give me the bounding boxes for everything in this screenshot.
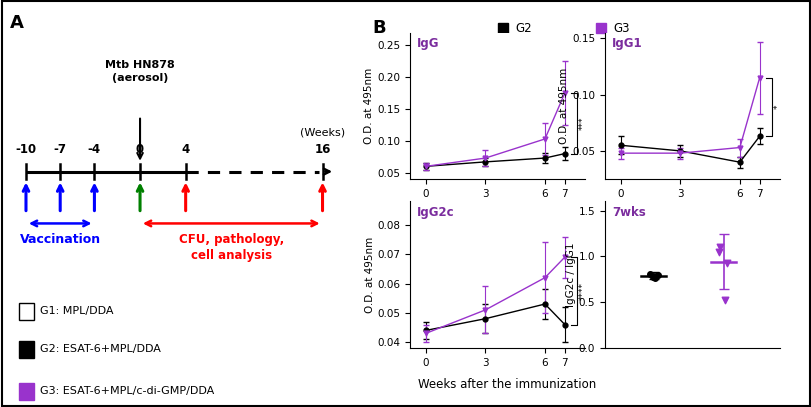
Text: IgG1: IgG1 bbox=[611, 37, 642, 50]
Text: 7wks: 7wks bbox=[611, 206, 645, 219]
Y-axis label: O.D. at 495nm: O.D. at 495nm bbox=[559, 68, 569, 144]
Text: Vaccination: Vaccination bbox=[19, 234, 101, 246]
Text: -7: -7 bbox=[54, 143, 67, 156]
Bar bbox=[19, 341, 34, 358]
Text: Mtb HN878
(aerosol): Mtb HN878 (aerosol) bbox=[105, 60, 174, 83]
Text: ****: **** bbox=[578, 282, 587, 300]
Text: ***: *** bbox=[578, 116, 587, 130]
Text: G2: ESAT-6+MPL/DDA: G2: ESAT-6+MPL/DDA bbox=[41, 344, 161, 354]
Bar bbox=[19, 383, 34, 400]
Text: Weeks after the immunization: Weeks after the immunization bbox=[418, 378, 596, 391]
Text: CFU, pathology,
cell analysis: CFU, pathology, cell analysis bbox=[178, 234, 284, 263]
Text: *: * bbox=[773, 105, 782, 109]
Y-axis label: IgG2c / IgG1: IgG2c / IgG1 bbox=[565, 243, 575, 307]
Y-axis label: O.D. at 495nm: O.D. at 495nm bbox=[364, 236, 374, 313]
Text: 4: 4 bbox=[182, 143, 190, 156]
Text: (Weeks): (Weeks) bbox=[299, 128, 345, 138]
Point bbox=[651, 271, 664, 278]
Point bbox=[646, 274, 659, 280]
Text: IgG2c: IgG2c bbox=[417, 206, 454, 219]
Text: G3: G3 bbox=[612, 22, 629, 35]
Text: G2: G2 bbox=[515, 22, 531, 35]
Point bbox=[643, 271, 656, 277]
Text: G3: ESAT-6+MPL/c-di-GMP/DDA: G3: ESAT-6+MPL/c-di-GMP/DDA bbox=[41, 386, 214, 396]
Text: 0: 0 bbox=[135, 143, 144, 156]
Point bbox=[717, 297, 730, 304]
Y-axis label: O.D. at 495nm: O.D. at 495nm bbox=[364, 68, 374, 144]
Point bbox=[649, 272, 662, 279]
Text: -4: -4 bbox=[88, 143, 101, 156]
Text: A: A bbox=[10, 14, 24, 32]
Bar bbox=[19, 303, 34, 320]
Point bbox=[720, 260, 733, 266]
Text: -10: -10 bbox=[15, 143, 36, 156]
Text: G1: MPL/DDA: G1: MPL/DDA bbox=[41, 306, 114, 316]
Text: IgG: IgG bbox=[417, 37, 439, 50]
Point bbox=[647, 275, 660, 282]
Text: B: B bbox=[372, 20, 386, 37]
Point bbox=[713, 244, 726, 250]
Text: 16: 16 bbox=[314, 143, 330, 156]
Point bbox=[712, 249, 725, 255]
